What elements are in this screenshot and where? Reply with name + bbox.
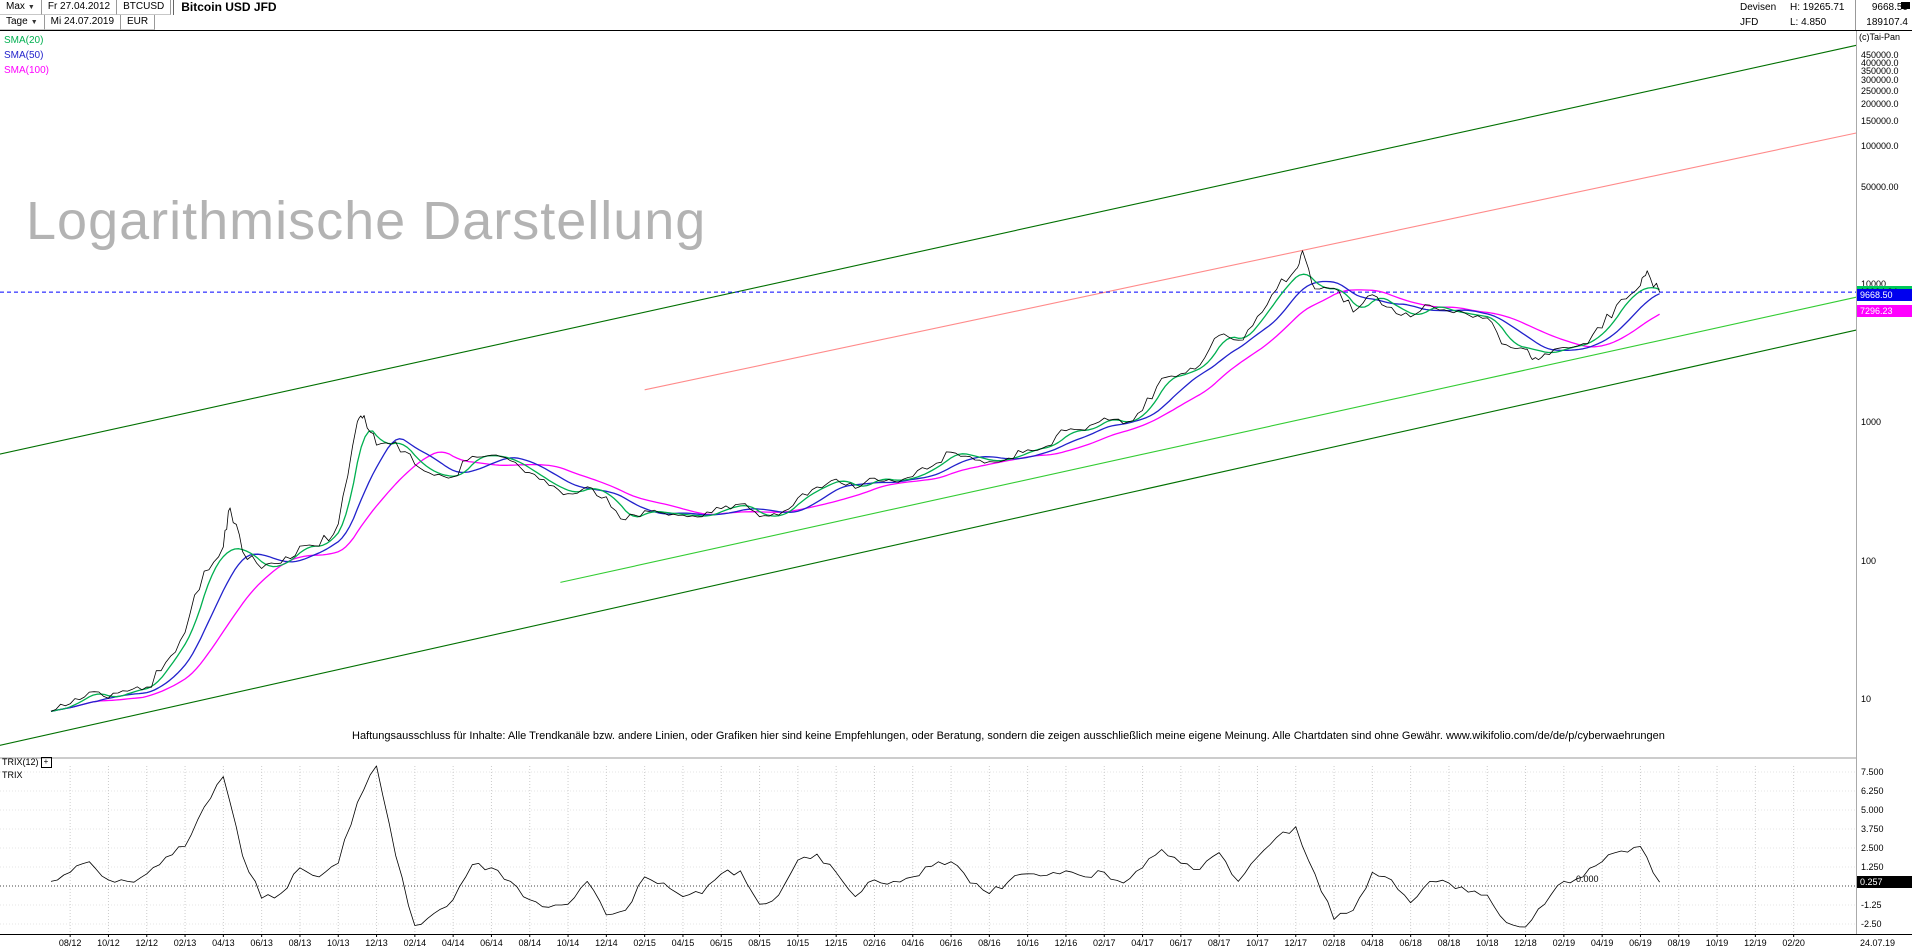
range-selector[interactable]: Max ▼ xyxy=(0,0,42,15)
legend-item-sma20: SMA(20) xyxy=(4,35,44,46)
disclaimer-text: Haftungsausschluss für Inhalte: Alle Tre… xyxy=(352,730,1665,742)
chart-start-date: Fr 27.04.2012 xyxy=(41,0,118,15)
sma-line-100 xyxy=(50,289,1660,712)
chevron-down-icon: ▼ xyxy=(30,19,38,26)
lower-channel xyxy=(0,329,1857,746)
symbol-code: BTCUSD xyxy=(117,0,172,15)
price-series xyxy=(50,250,1660,712)
chart-end-date: Mi 24.07.2019 xyxy=(44,15,122,30)
range-selector-label: Max xyxy=(6,1,25,12)
legend-item-sma50: SMA(50) xyxy=(4,50,44,61)
volume-value: 189107.4 xyxy=(1866,17,1908,28)
legend-item-sma100: SMA(100) xyxy=(4,65,50,76)
resistance-line xyxy=(644,132,1857,391)
support-line xyxy=(560,296,1857,583)
toolbar: Max ▼ Fr 27.04.2012 BTCUSD Bitcoin USD JFD T… xyxy=(0,0,1912,31)
toolbar-separator xyxy=(1855,0,1856,30)
high-value: H: 19265.71 xyxy=(1790,2,1845,13)
corner-mark xyxy=(1901,2,1910,9)
trix-sub-label: TRIX xyxy=(2,770,23,780)
period-selector[interactable]: Tage ▼ xyxy=(0,15,45,30)
data-provider: JFD xyxy=(1740,17,1759,28)
log-scale-watermark: Logarithmische Darstellung xyxy=(26,191,707,251)
sma-legend: SMA(20) SMA(50) SMA(100) xyxy=(4,33,49,78)
upper-channel xyxy=(0,44,1857,455)
trix-series xyxy=(50,765,1660,928)
currency-code: EUR xyxy=(121,15,156,30)
trix-label-text: TRIX(12) xyxy=(2,757,39,767)
period-selector-label: Tage xyxy=(6,16,28,27)
chevron-down-icon: ▼ xyxy=(27,4,35,11)
instrument-category: Devisen xyxy=(1740,2,1777,13)
expand-plus-icon[interactable]: + xyxy=(40,757,52,769)
trix-indicator-label: TRIX(12) + xyxy=(2,757,52,769)
chart-title: Bitcoin USD JFD xyxy=(173,0,277,15)
last-price: 9668.50 xyxy=(1871,2,1908,13)
low-value: L: 4.850 xyxy=(1790,17,1827,28)
sma-line-20 xyxy=(50,273,1660,712)
